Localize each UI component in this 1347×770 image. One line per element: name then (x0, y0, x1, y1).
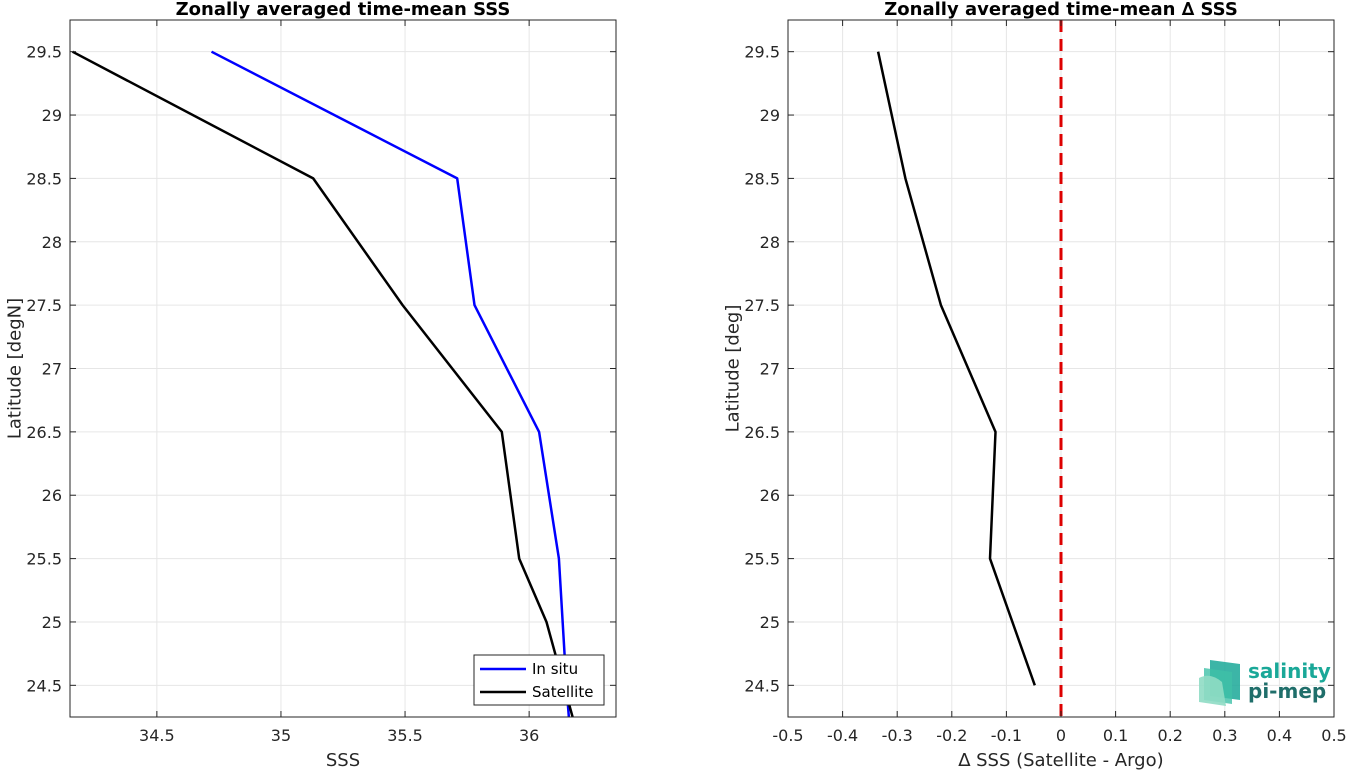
chart-title: Zonally averaged time-mean ∆ SSS (884, 0, 1238, 20)
y-tick-label: 29.5 (26, 43, 62, 62)
y-tick-label: 27 (760, 360, 780, 379)
series-line-0 (876, 51, 1036, 686)
y-tick-label: 24.5 (744, 676, 780, 695)
logo-wave-3 (1199, 675, 1226, 706)
y-tick-label: 25.5 (26, 550, 62, 569)
y-tick-label: 28 (42, 233, 62, 252)
x-tick-label: 35 (271, 726, 291, 745)
x-tick-label: -0.2 (936, 726, 967, 745)
y-tick-label: 25 (42, 613, 62, 632)
legend-label: Satellite (532, 683, 593, 701)
x-tick-label: 35.5 (387, 726, 423, 745)
y-tick-label: 29 (42, 106, 62, 125)
y-tick-label: 25.5 (744, 550, 780, 569)
y-axis-label: Latitude [deg] (723, 305, 744, 433)
x-axis-label: ∆ SSS (Satellite - Argo) (957, 750, 1163, 770)
x-axis-label: SSS (326, 750, 360, 770)
chart-panel-1: 34.5 35 35.5 36 24.5 25 25.5 26 26.5 27 27.5 28 28.5… (5, 0, 617, 770)
y-tick-label: 26 (42, 486, 62, 505)
x-tick-label: 0 (1056, 726, 1066, 745)
x-tick-label: 34.5 (139, 726, 175, 745)
x-tick-label: -0.4 (827, 726, 858, 745)
y-tick-label: 29.5 (744, 43, 780, 62)
legend-label: In situ (532, 660, 578, 678)
legend-box (473, 654, 605, 706)
y-tick-label: 28 (760, 233, 780, 252)
y-tick-label: 26 (760, 486, 780, 505)
y-tick-label: 24.5 (26, 676, 62, 695)
y-tick-label: 28.5 (744, 169, 780, 188)
y-tick-label: 28.5 (26, 169, 62, 188)
y-tick-label: 29 (760, 106, 780, 125)
series-line-satellite (71, 50, 574, 717)
x-tick-label: -0.5 (772, 726, 803, 745)
logo-text-salinity: salinity (1248, 659, 1331, 683)
chart-title: Zonally averaged time-mean SSS (176, 0, 511, 20)
y-tick-label: 27.5 (744, 296, 780, 315)
x-tick-label: 0.1 (1103, 726, 1128, 745)
x-tick-label: -0.3 (882, 726, 913, 745)
y-tick-label: 26.5 (744, 423, 780, 442)
y-tick-label: 27.5 (26, 296, 62, 315)
y-tick-label: 26.5 (26, 423, 62, 442)
x-tick-label: -0.1 (991, 726, 1022, 745)
y-tick-label: 25 (760, 613, 780, 632)
x-tick-label: 0.4 (1267, 726, 1292, 745)
x-tick-label: 0.5 (1321, 726, 1346, 745)
x-tick-label: 0.2 (1157, 726, 1182, 745)
chart-panel-2: -0.5 -0.4 -0.3 -0.2 -0.1 0 0.1 0.2 0.3 0.4 0.5 24.5… (723, 0, 1347, 770)
y-axis-label: Latitude [degN] (5, 298, 26, 439)
y-tick-label: 27 (42, 360, 62, 379)
x-tick-label: 0.3 (1212, 726, 1237, 745)
logo-text-pimep: pi-mep (1248, 679, 1326, 703)
series-line-in-situ (210, 50, 571, 717)
x-tick-label: 36 (519, 726, 539, 745)
legend: In situ Satellite (473, 654, 605, 706)
